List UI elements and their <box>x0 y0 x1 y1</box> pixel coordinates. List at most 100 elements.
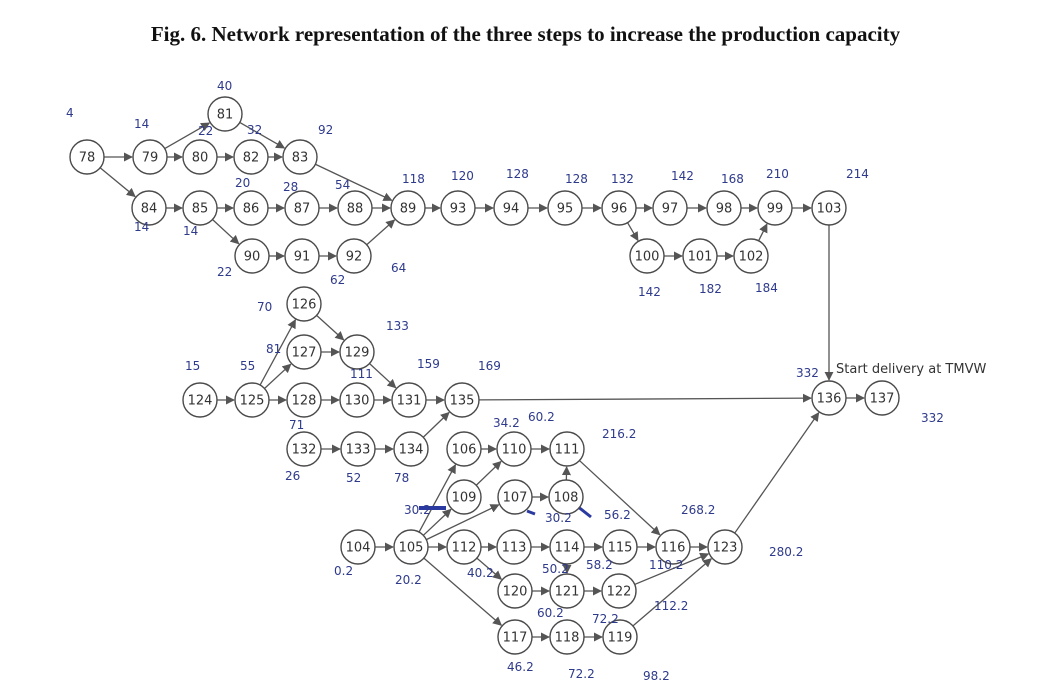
node-label: 85 <box>192 202 209 217</box>
delivery-note: Start delivery at TMVW <box>836 362 986 377</box>
node-112: 112 <box>446 529 482 565</box>
node-119: 119 <box>602 619 638 655</box>
node-circle <box>707 529 743 565</box>
node-circle <box>234 382 270 418</box>
node-label: 81 <box>217 108 234 123</box>
node-circle <box>496 431 532 467</box>
node-circle <box>393 431 429 467</box>
node-label: 103 <box>817 202 842 217</box>
time-label: 54 <box>335 178 350 192</box>
node-label: 100 <box>635 250 660 265</box>
time-label: 118 <box>402 172 425 186</box>
node-label: 88 <box>347 202 364 217</box>
node-circle <box>282 139 318 175</box>
time-label: 55 <box>240 359 255 373</box>
node-134: 134 <box>393 431 429 467</box>
node-104: 104 <box>340 529 376 565</box>
node-111: 111 <box>549 431 585 467</box>
node-label: 117 <box>503 631 528 646</box>
node-label: 90 <box>244 250 261 265</box>
node-circle <box>652 190 688 226</box>
node-circle <box>339 382 375 418</box>
node-label: 92 <box>346 250 363 265</box>
node-circle <box>733 238 769 274</box>
node-97: 97 <box>652 190 688 226</box>
node-label: 96 <box>611 202 628 217</box>
node-circle <box>655 529 691 565</box>
time-label: 182 <box>699 282 722 296</box>
node-90: 90 <box>234 238 270 274</box>
node-108: 108 <box>548 479 584 515</box>
node-115: 115 <box>602 529 638 565</box>
time-label: 216.2 <box>602 427 636 441</box>
node-circle <box>336 238 372 274</box>
edges-layer <box>99 121 865 642</box>
node-circle <box>182 139 218 175</box>
edge-105-117 <box>423 557 503 626</box>
node-label: 83 <box>292 151 309 166</box>
node-135: 135 <box>444 382 480 418</box>
node-label: 135 <box>450 394 475 409</box>
node-circle <box>811 380 847 416</box>
node-circle <box>864 380 900 416</box>
node-circle <box>233 190 269 226</box>
time-label: 52 <box>346 471 361 485</box>
node-81: 81 <box>207 96 243 132</box>
time-label: 184 <box>755 281 778 295</box>
node-circle <box>391 382 427 418</box>
time-label: 20.2 <box>395 573 422 587</box>
time-label: 72.2 <box>592 612 619 626</box>
node-110: 110 <box>496 431 532 467</box>
edge-112-120 <box>476 557 503 580</box>
node-circle <box>497 479 533 515</box>
node-91: 91 <box>284 238 320 274</box>
node-circle <box>286 382 322 418</box>
time-label: 46.2 <box>507 660 534 674</box>
time-label: 92 <box>318 123 333 137</box>
node-130: 130 <box>339 382 375 418</box>
node-label: 106 <box>452 443 477 458</box>
time-label: 168 <box>721 172 744 186</box>
node-circle <box>284 190 320 226</box>
node-121: 121 <box>549 573 585 609</box>
time-label: 14 <box>134 117 149 131</box>
edge-119-123 <box>632 558 713 627</box>
edge-105-109 <box>422 508 452 536</box>
node-124: 124 <box>182 382 218 418</box>
node-125: 125 <box>234 382 270 418</box>
node-label: 131 <box>397 394 422 409</box>
time-label: 128 <box>565 172 588 186</box>
time-label: 4 <box>66 106 74 120</box>
node-circle <box>706 190 742 226</box>
node-label: 79 <box>142 151 159 166</box>
node-circle <box>497 619 533 655</box>
node-label: 91 <box>294 250 311 265</box>
nodes-layer: 78 79 80 81 82 83 84 85 86 87 88 89 90 91 92 93 94 95 96 97… <box>69 96 900 655</box>
edge-125-126 <box>259 319 296 386</box>
node-circle <box>339 334 375 370</box>
node-133: 133 <box>340 431 376 467</box>
node-label: 101 <box>688 250 713 265</box>
node-label: 130 <box>345 394 370 409</box>
node-circle <box>496 529 532 565</box>
node-label: 128 <box>292 394 317 409</box>
node-137: 137 <box>864 380 900 416</box>
node-circle <box>497 573 533 609</box>
node-circle <box>601 190 637 226</box>
node-circle <box>286 334 322 370</box>
node-label: 120 <box>503 585 528 600</box>
node-circle <box>547 190 583 226</box>
time-label: 98.2 <box>643 669 670 683</box>
node-label: 121 <box>555 585 580 600</box>
node-label: 111 <box>555 443 580 458</box>
node-circle <box>337 190 373 226</box>
time-label: 22 <box>198 124 213 138</box>
node-123: 123 <box>707 529 743 565</box>
node-label: 87 <box>294 202 311 217</box>
node-circle <box>601 573 637 609</box>
node-circle <box>340 529 376 565</box>
node-86: 86 <box>233 190 269 226</box>
node-circle <box>234 238 270 274</box>
node-circle <box>549 573 585 609</box>
time-label: 214 <box>846 167 869 181</box>
